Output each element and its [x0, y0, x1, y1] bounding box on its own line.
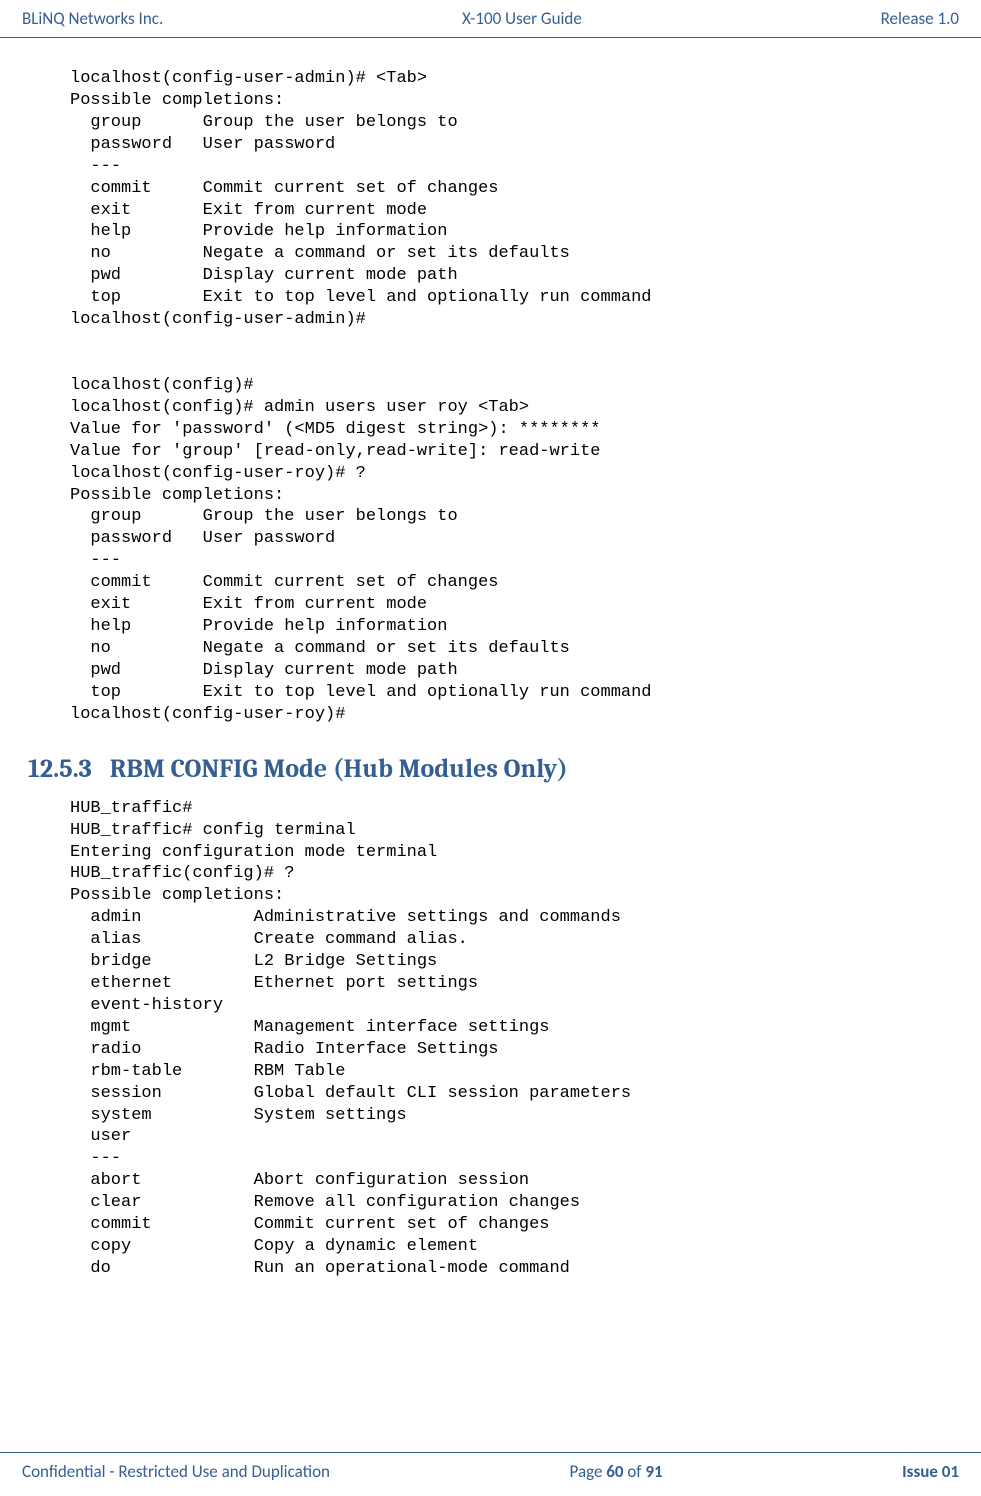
footer-confidential: Confidential - Restricted Use and Duplic… [22, 1461, 330, 1482]
header-doc-title: X-100 User Guide [462, 8, 582, 29]
footer-page-prefix: Page [570, 1461, 607, 1482]
page-header: BLiNQ Networks Inc. X-100 User Guide Rel… [0, 0, 981, 38]
page-footer: Confidential - Restricted Use and Duplic… [0, 1452, 981, 1490]
section-title: RBM CONFIG Mode (Hub Modules Only) [110, 754, 568, 784]
header-company: BLiNQ Networks Inc. [22, 8, 163, 29]
page-content: localhost(config-user-admin)# <Tab> Poss… [0, 38, 981, 1280]
section-number: 12.5.3 [28, 754, 92, 784]
page-container: BLiNQ Networks Inc. X-100 User Guide Rel… [0, 0, 981, 1496]
cli-output-block-1: localhost(config-user-admin)# <Tab> Poss… [70, 68, 911, 726]
footer-page-current: 60 [606, 1461, 623, 1482]
footer-page-total: 91 [645, 1461, 662, 1482]
cli-output-block-2: HUB_traffic# HUB_traffic# config termina… [70, 798, 911, 1280]
header-release: Release 1.0 [881, 8, 959, 29]
footer-page-number: Page 60 of 91 [570, 1461, 663, 1482]
section-heading: 12.5.3 RBM CONFIG Mode (Hub Modules Only) [28, 754, 911, 784]
footer-page-mid: of [624, 1461, 646, 1482]
footer-issue: Issue 01 [902, 1461, 959, 1482]
